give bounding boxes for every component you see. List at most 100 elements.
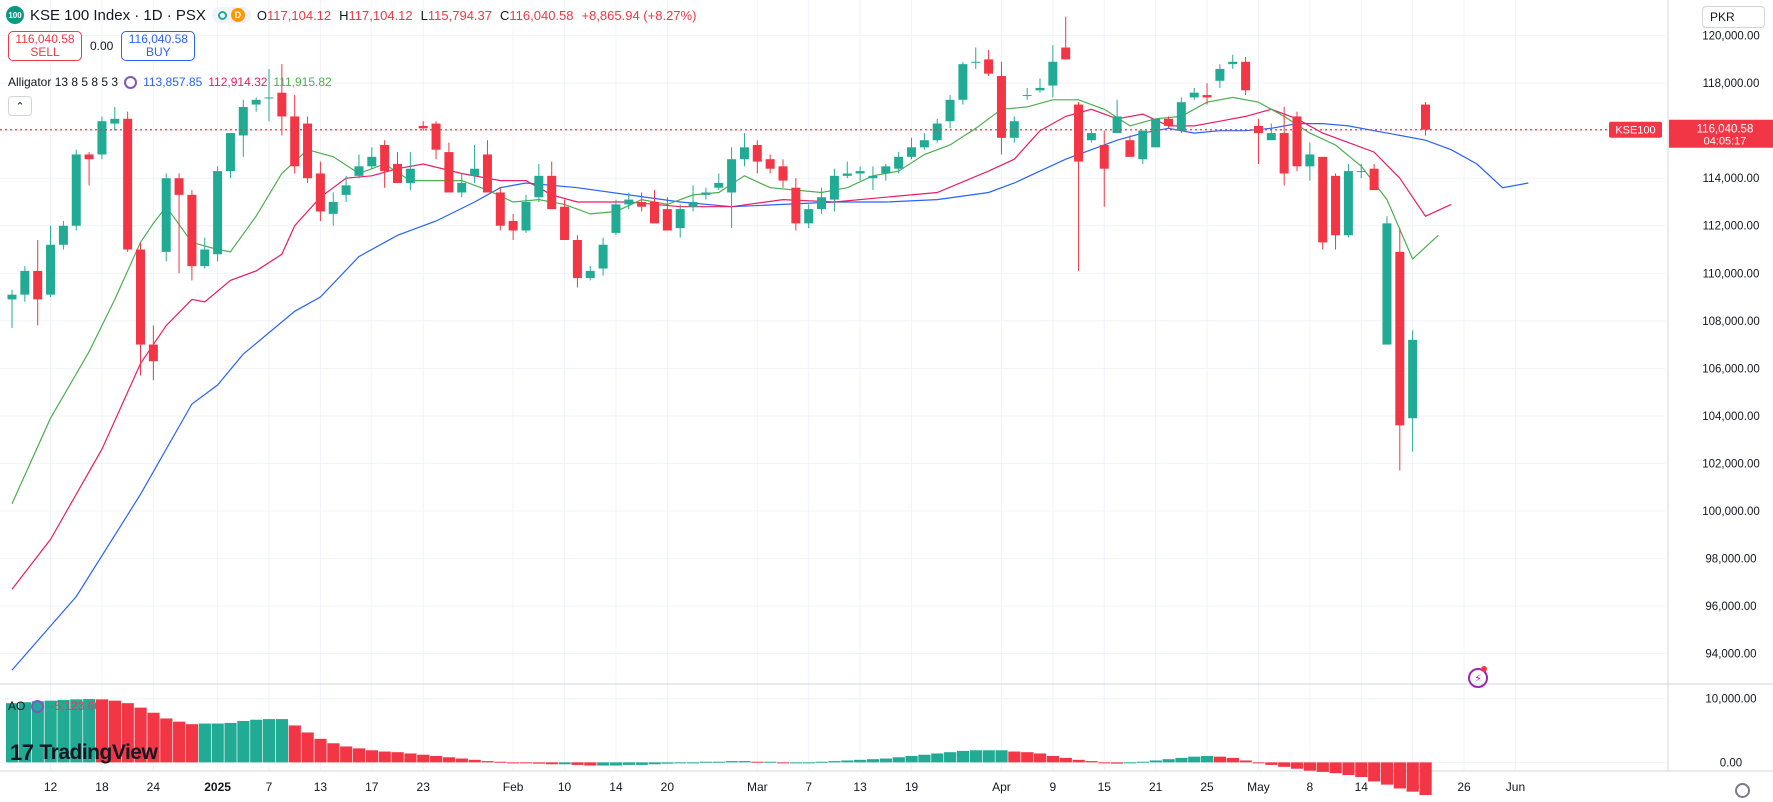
candle-body [765, 159, 775, 169]
change-value: +8,865.94 (+8.27%) [581, 7, 697, 23]
time-tick-label: 13 [314, 780, 328, 794]
symbol-logo-icon: 100 [6, 6, 24, 24]
time-tick-label: 23 [417, 780, 431, 794]
time-tick-label: 15 [1098, 780, 1112, 794]
candle [585, 266, 595, 281]
sell-button[interactable]: 116,040.58 SELL [8, 31, 82, 61]
candle-body [1241, 61, 1251, 91]
candle [123, 111, 133, 252]
candle-body [20, 270, 30, 295]
candle-body [1164, 118, 1173, 126]
candle-body [225, 133, 235, 172]
candle [688, 185, 698, 212]
candle-body [1305, 154, 1315, 167]
candle-body [1035, 87, 1045, 91]
candle [701, 187, 711, 200]
candle-body [1022, 95, 1032, 97]
ao-legend[interactable]: AO -5,123.60 [8, 699, 101, 713]
ao-bar [1316, 762, 1329, 772]
candle [1382, 216, 1392, 345]
candle [1343, 163, 1353, 238]
alligator-legend[interactable]: Alligator 13 8 5 8 5 3 113,857.85 112,91… [8, 75, 332, 89]
candle-body [251, 99, 261, 105]
candle-body [1151, 118, 1161, 148]
candle [971, 47, 981, 69]
candle [611, 199, 621, 236]
candle [675, 204, 685, 238]
ao-bar [6, 703, 19, 763]
candle [328, 192, 338, 226]
candles [7, 16, 1430, 471]
candle [1241, 57, 1251, 96]
candle [1266, 123, 1276, 141]
candle [161, 173, 171, 262]
ao-bar [1046, 756, 1060, 763]
price-tick-label: 120,000.00 [1702, 31, 1760, 43]
price-tick-label: 118,000.00 [1703, 78, 1760, 90]
candle-body [881, 166, 891, 174]
collapse-legend-button[interactable]: ⌃ [8, 96, 32, 116]
ao-label: AO [8, 699, 26, 713]
candle-body [1266, 133, 1276, 141]
currency-select[interactable]: PKR [1702, 6, 1765, 28]
candle-body [200, 249, 210, 267]
ao-bar [828, 761, 841, 763]
time-tick-label: 17 [365, 780, 379, 794]
price-tick-label: 106,000.00 [1702, 363, 1760, 375]
ao-bar [674, 762, 687, 764]
candle [367, 147, 377, 169]
ao-bar [661, 762, 674, 764]
candle-body [238, 106, 248, 136]
ao-histogram [6, 699, 1432, 795]
candle [817, 187, 827, 214]
tradingview-mark-icon: 17 [10, 740, 34, 765]
candle [303, 116, 313, 183]
candle [868, 166, 878, 191]
candle-body [650, 201, 659, 224]
candle [1061, 16, 1071, 60]
buy-button[interactable]: 116,040.58 BUY [121, 31, 196, 61]
ao-bar [687, 762, 700, 764]
lightning-icon[interactable]: ⚡ [1468, 668, 1488, 688]
time-tick-label: 13 [853, 780, 867, 794]
market-status-pill[interactable]: D [211, 7, 251, 23]
buy-label: BUY [146, 45, 171, 59]
ao-bar [365, 750, 378, 763]
candle [598, 237, 608, 276]
tradingview-logo[interactable]: 17 TradingView [10, 740, 158, 766]
candle-body [804, 209, 814, 224]
ao-bar [1355, 762, 1368, 777]
chart-settings-icon[interactable] [1735, 783, 1750, 798]
candle-body [585, 270, 595, 279]
candle-body [1202, 95, 1212, 98]
candle-body [84, 154, 94, 160]
candle-body [1048, 61, 1058, 86]
ao-bar [173, 721, 186, 763]
candle [778, 159, 788, 188]
candle-body [457, 182, 467, 193]
ao-settings-icon[interactable] [31, 699, 45, 713]
candle [418, 121, 428, 131]
candle [136, 242, 145, 376]
candle-body [213, 171, 223, 255]
candle [1022, 87, 1032, 100]
candle [765, 154, 775, 174]
candle-body [791, 187, 801, 224]
ao-bar [956, 750, 970, 763]
ao-bar [468, 759, 481, 763]
candle [110, 106, 120, 131]
candle-body [264, 97, 274, 99]
candle-body [984, 59, 994, 74]
ao-bar [558, 762, 571, 765]
ao-bar [327, 743, 340, 763]
time-tick-label: 19 [905, 780, 919, 794]
candle [1099, 130, 1109, 207]
candle [405, 152, 415, 191]
ao-bar [1226, 757, 1239, 763]
candle-body [367, 156, 377, 167]
ao-bar [1111, 762, 1124, 764]
settings-icon[interactable] [124, 75, 138, 89]
ao-bar [250, 719, 263, 763]
symbol-title[interactable]: KSE 100 Index · 1D · PSX [30, 6, 206, 24]
